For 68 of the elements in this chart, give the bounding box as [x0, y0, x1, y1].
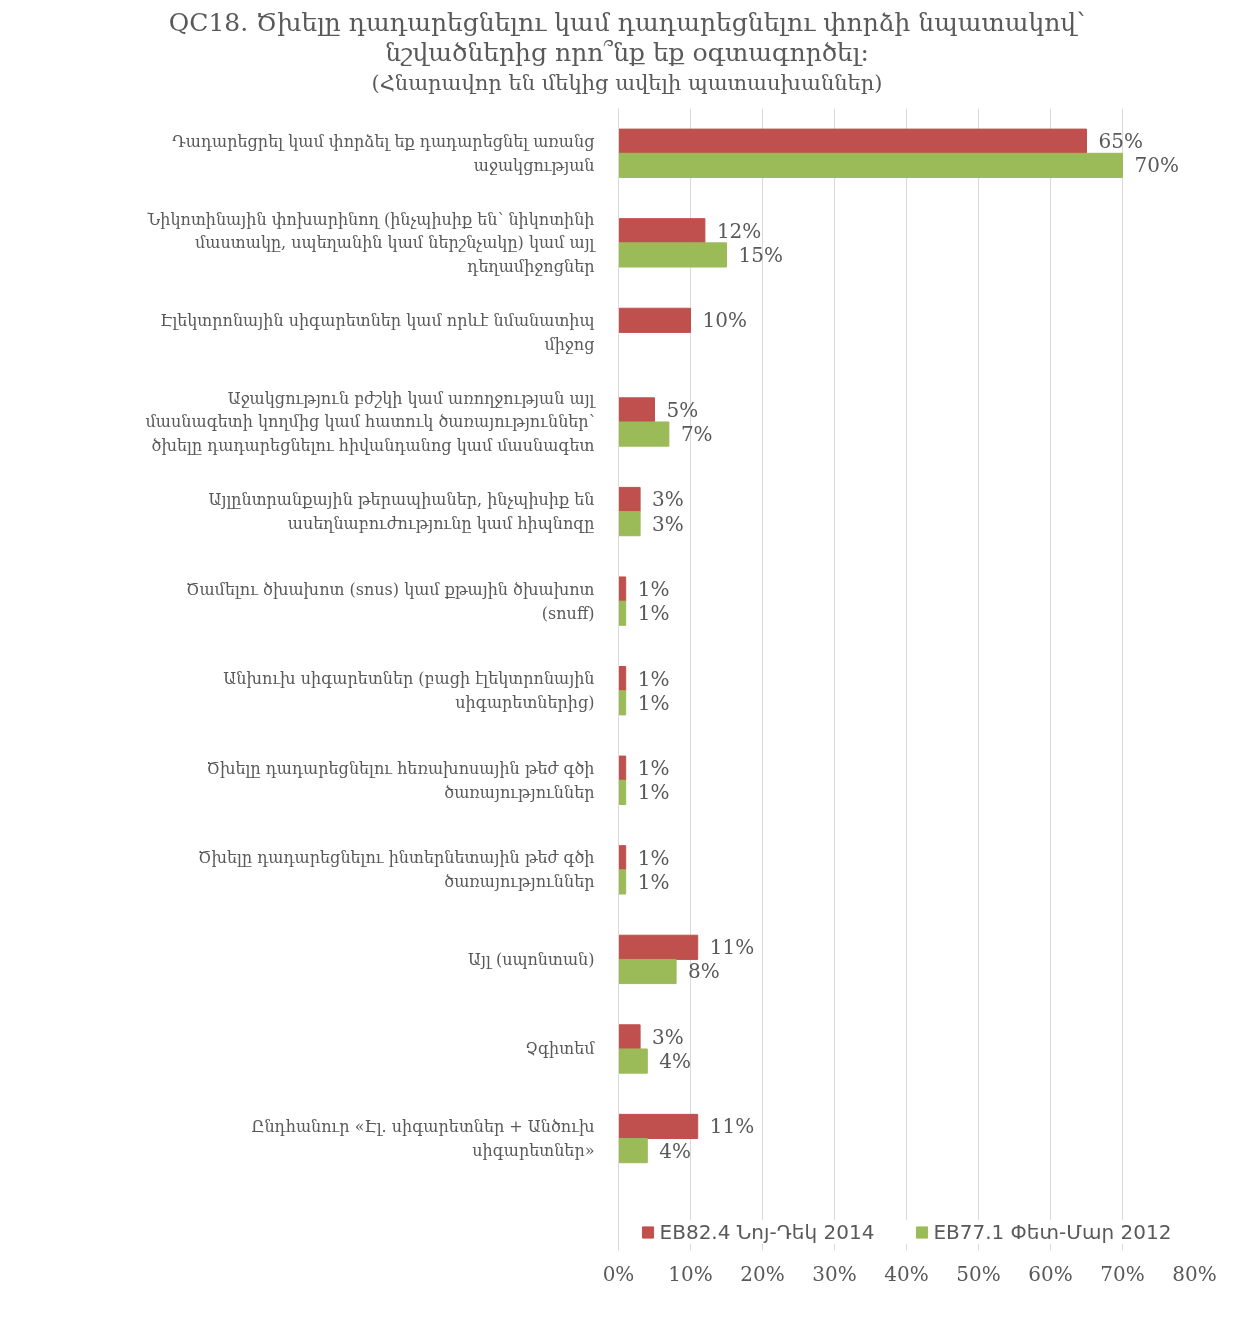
y-tick-label: Ծխելը դադարեցնելու ինտերնետային թեժ գծի ծառայություններ	[197, 848, 595, 892]
data-label: 1%	[637, 577, 670, 602]
bar	[618, 486, 641, 513]
chart-title: QC18. Ծխելը դադարեցնելու կամ դադարեցնելու փորձի նպատակով՝ նշվածներից որո՞նք եք օգտագործել:	[168, 8, 1086, 68]
x-tick-label: 20%	[740, 1261, 785, 1286]
data-label: 11%	[709, 935, 755, 960]
bar	[618, 958, 677, 985]
data-label: 70%	[1134, 153, 1179, 178]
data-label: 1%	[637, 869, 670, 894]
bar	[618, 421, 670, 447]
data-label: 1%	[637, 690, 670, 715]
x-tick-label: 50%	[956, 1261, 1001, 1286]
data-label: 7%	[680, 422, 713, 447]
data-label: 1%	[637, 756, 670, 781]
data-label: 3%	[652, 1024, 684, 1049]
data-label: 8%	[688, 959, 720, 984]
x-tick-label: 80%	[1172, 1261, 1217, 1286]
chart-subtitle: (Հնարավոր են մեկից ավելի պատասխաններ)	[371, 70, 883, 97]
y-tick-label: Ծխելը դադարեցնելու հեռախոսային թեժ գծի ծառայություններ	[206, 758, 595, 802]
data-label: 11%	[709, 1114, 755, 1139]
y-tick-label: Էլեկտրոնային սիգարետներ կամ որևէ նմանատիպ միջոց	[160, 311, 595, 354]
x-tick-label: 0%	[602, 1261, 635, 1286]
y-tick-label: Դադարեցրել կամ փորձել եք դադարեցնել առանց աջակցության	[172, 131, 595, 175]
bar	[618, 128, 1087, 154]
y-tick-label: Չգիտեմ	[525, 1039, 596, 1059]
data-label: 12%	[716, 218, 762, 243]
y-tick-label: Ծամելու ծխախոտ (snus) կամ քթային ծխախոտ (snuff)	[185, 579, 595, 623]
data-label: 1%	[637, 780, 670, 805]
data-label: 15%	[738, 242, 783, 267]
bar	[618, 1048, 648, 1074]
bar	[618, 934, 699, 960]
legend-label: EB77.1 Փետ-Մար 2012	[933, 1220, 1172, 1244]
bar	[618, 779, 627, 805]
data-label: 1%	[637, 666, 670, 691]
y-tick-label: Անխուխ սիգարետներ (բացի էլեկտրոնային սիգարետներից)	[223, 669, 595, 713]
x-tick-label: 60%	[1028, 1261, 1073, 1286]
y-tick-label: Նիկոտինային փոխարինող (ինչպիսիք են՝ նիկոտինի մաստակը, սպեղանին կամ ներշնչակը) կամ այլ դեղամիջոցներ	[146, 209, 597, 277]
x-tick-label: 40%	[884, 1261, 929, 1286]
x-tick-label: 10%	[668, 1261, 713, 1286]
data-label: 3%	[652, 511, 684, 536]
legend-label: EB82.4 Նոյ-Դեկ 2014	[659, 1220, 875, 1244]
y-tick-label: Այլ (սպոնտան)	[468, 949, 595, 969]
bar	[618, 1113, 699, 1140]
bar	[618, 511, 641, 537]
bar	[618, 152, 1123, 178]
y-tick-label: Այլընտրանքային թերապիաներ, ինչպիսիք են ասեղնաբուժությունը կամ հիպնոզը	[208, 490, 595, 533]
x-tick-label: 30%	[812, 1261, 857, 1286]
x-tick-label: 70%	[1100, 1261, 1145, 1286]
data-label: 3%	[652, 487, 684, 512]
data-label: 1%	[637, 601, 670, 626]
bar	[618, 218, 706, 244]
bar	[618, 242, 727, 268]
bar	[618, 1024, 641, 1050]
data-label: 10%	[702, 308, 747, 333]
data-label: 4%	[659, 1138, 692, 1163]
bar	[618, 307, 691, 333]
bar	[618, 755, 627, 781]
bar	[618, 690, 627, 716]
y-tick-label: Աջակցություն բժշկի կամ առողջության այլ մասնագետի կողմից կամ հատուկ ծառայություններ՝ ծխելը դադարեցնելու հիվանդանոց կամ մասնագետ	[145, 388, 597, 456]
data-label: 1%	[637, 845, 670, 870]
bar	[618, 869, 627, 895]
data-label: 65%	[1098, 129, 1143, 154]
bar	[618, 600, 627, 626]
data-label: 5%	[666, 397, 699, 422]
bar	[618, 1138, 648, 1164]
bar	[618, 397, 655, 423]
data-label: 4%	[659, 1049, 692, 1074]
y-tick-label: Ընդհանուր «Էլ. սիգարետներ + Անծուխ սիգարետներ»	[251, 1117, 595, 1160]
